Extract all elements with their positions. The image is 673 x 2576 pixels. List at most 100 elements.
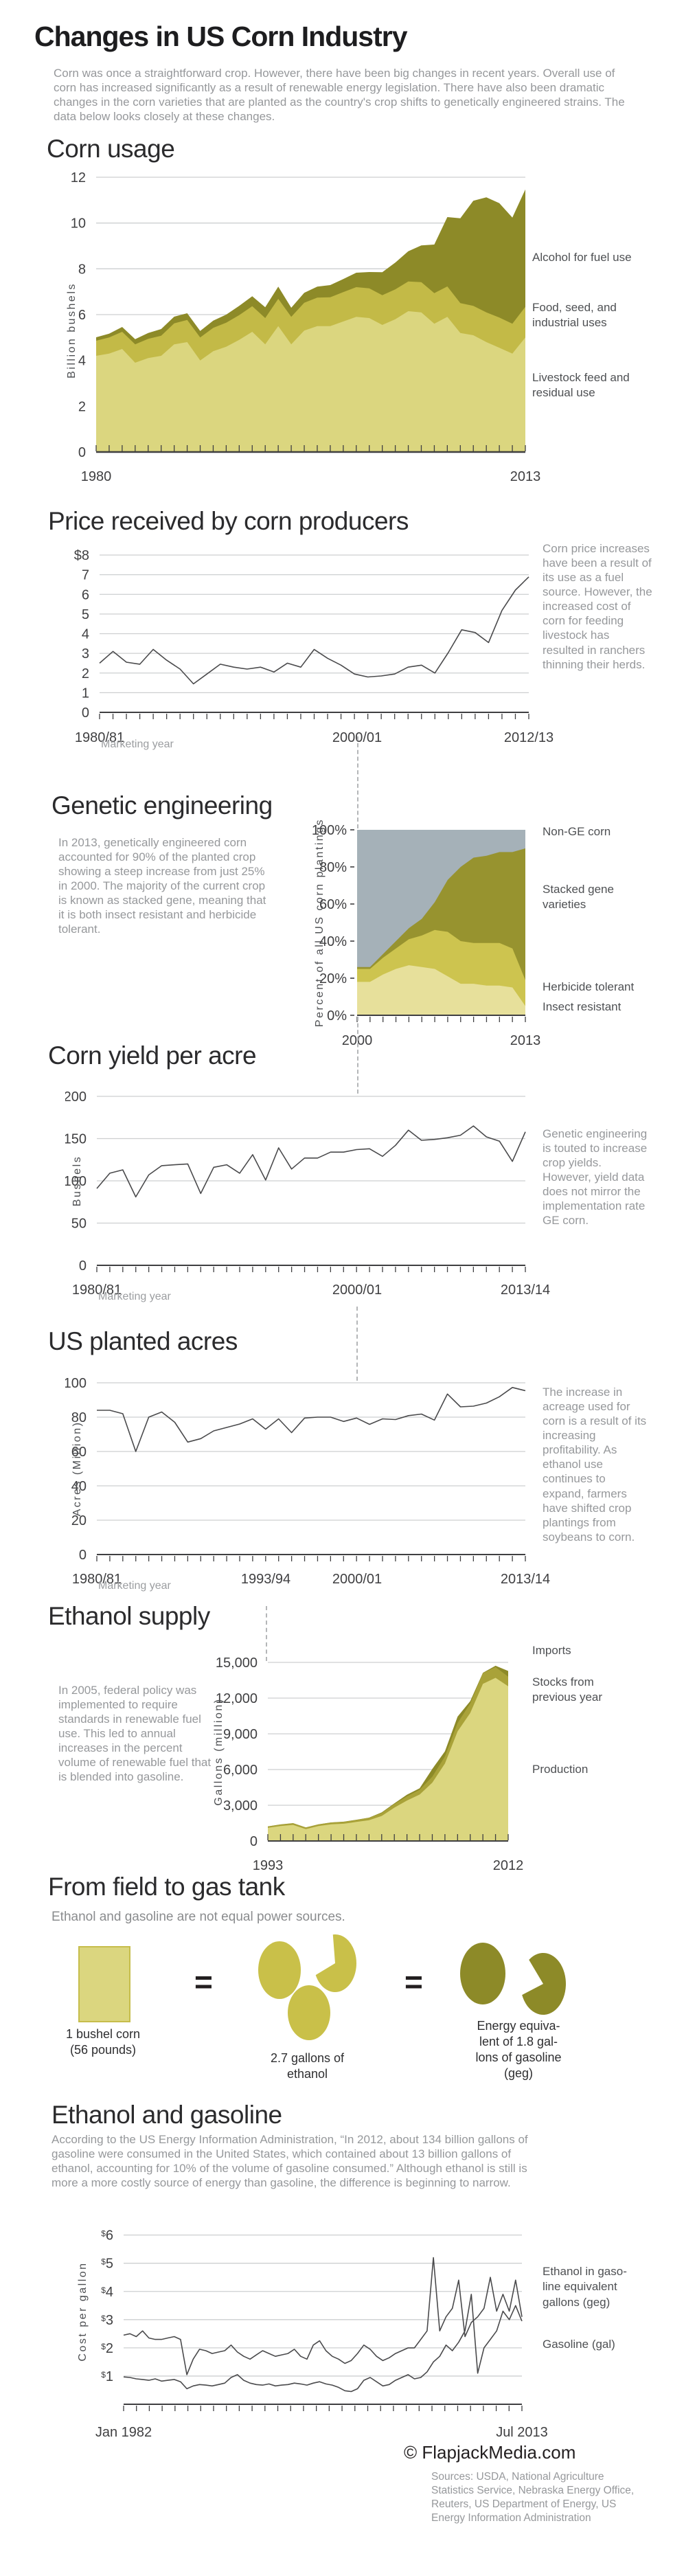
equals-sign-1: =: [194, 1964, 213, 2000]
legend-insect-resistant: Insect resistant: [543, 1000, 621, 1013]
svg-text:3: 3: [82, 646, 89, 662]
svg-text:60: 60: [71, 1445, 87, 1460]
sources: Sources: USDA, National Agriculture Stat…: [431, 2471, 635, 2524]
svg-text:Percent of all US corn plantin: Percent of all US corn plantings: [314, 818, 326, 1027]
svg-text:0: 0: [79, 1548, 87, 1563]
svg-text:40: 40: [71, 1479, 87, 1494]
acres-chart: 0 20 40 60 80 100 1980/81 1993/94 2000/01 2013/14…: [65, 1353, 673, 1607]
svg-text:Marketing year: Marketing year: [101, 738, 174, 750]
svg-text:2013/14: 2013/14: [501, 1283, 550, 1298]
svg-text:2: 2: [78, 399, 86, 414]
svg-text:80: 80: [71, 1410, 87, 1425]
svg-text:15,000: 15,000: [216, 1656, 258, 1671]
svg-text:5: 5: [82, 607, 89, 622]
svg-text:1980/81: 1980/81: [72, 1283, 122, 1298]
svg-text:2000/01: 2000/01: [332, 1283, 382, 1298]
gasoline-equivalent-label: Energy equiva- lent of 1.8 gal- lons of …: [475, 2019, 562, 2081]
svg-text:12: 12: [71, 170, 86, 185]
page-title: Changes in US Corn Industry: [34, 21, 407, 52]
cost-chart: $1 $2 $3 $4 $5 $6 Jan 1982 Jul 2013 Cost per gal…: [65, 2188, 673, 2449]
dashed-connector-2000-acres: [356, 1307, 358, 1381]
svg-text:Bushels: Bushels: [71, 1155, 83, 1206]
legend-production: Production: [532, 1763, 589, 1776]
svg-text:Marketing year: Marketing year: [98, 1580, 171, 1592]
svg-text:Gallons (million): Gallons (million): [213, 1697, 225, 1805]
svg-text:2: 2: [82, 666, 89, 681]
svg-text:Marketing year: Marketing year: [98, 1291, 171, 1302]
svg-text:7: 7: [82, 568, 89, 583]
svg-text:10: 10: [71, 216, 86, 231]
dashed-connector-1993: [266, 1606, 267, 1661]
svg-text:Jul 2013: Jul 2013: [496, 2425, 548, 2440]
svg-text:1980/81: 1980/81: [75, 730, 124, 745]
section-heading-ethanol: Ethanol supply: [48, 1602, 210, 1630]
svg-text:100: 100: [65, 1174, 87, 1189]
section-heading-acres: US planted acres: [48, 1327, 238, 1355]
svg-text:8: 8: [78, 262, 86, 277]
gas-note: According to the US Energy Information A…: [52, 2133, 528, 2190]
svg-text:12,000: 12,000: [216, 1691, 258, 1706]
ethanol-supply-chart: 0 3,000 6,000 9,000 12,000 15,000 1993 2012 Gall…: [203, 1638, 673, 1875]
svg-text:2013: 2013: [510, 469, 541, 484]
svg-text:Acres (Million): Acres (Million): [71, 1421, 83, 1517]
svg-text:6: 6: [82, 587, 89, 602]
acres-note: The increase in acreage used for corn is…: [543, 1386, 647, 1544]
svg-text:1993: 1993: [253, 1858, 284, 1873]
yield-chart: 0 50 100 150 200 1980/81 2000/01 2013/14 Marketi…: [65, 1084, 673, 1314]
svg-text:4: 4: [82, 627, 89, 642]
dashed-connector-2000-bottom: [357, 1017, 358, 1094]
svg-text:40%: 40%: [319, 934, 347, 949]
svg-text:60%: 60%: [319, 897, 347, 912]
svg-text:50: 50: [71, 1217, 87, 1232]
equals-sign-2: =: [404, 1964, 423, 2000]
svg-text:$8: $8: [74, 548, 89, 563]
yield-note: Genetic engineering is touted to increas…: [543, 1127, 648, 1228]
ge-chart: 0% 20% 40% 60% 80% 100% 2000 2013 Percent of all…: [302, 811, 673, 1048]
svg-text:$2: $2: [101, 2341, 113, 2356]
svg-text:1980: 1980: [81, 469, 112, 484]
price-note: Corn price increases have been a result …: [543, 542, 652, 671]
gasoline-drops-icon: [450, 1934, 573, 2023]
section-heading-yield: Corn yield per acre: [48, 1041, 257, 1070]
bushel-label: 1 bushel corn (56 pounds): [65, 2027, 141, 2057]
svg-text:1993/94: 1993/94: [241, 1572, 290, 1587]
svg-text:80%: 80%: [319, 860, 347, 875]
ethanol-drops-icon: [247, 1927, 371, 2050]
svg-text:2013: 2013: [510, 1033, 541, 1048]
svg-text:0: 0: [250, 1834, 258, 1849]
svg-text:$3: $3: [101, 2313, 113, 2328]
svg-text:Jan 1982: Jan 1982: [95, 2425, 152, 2440]
corn-usage-chart: 0 2 4 6 8 10 12 1980 2013 Billion bushels: [65, 169, 673, 485]
svg-text:1980/81: 1980/81: [72, 1572, 122, 1587]
svg-text:Cost per gallon: Cost per gallon: [77, 2261, 89, 2361]
svg-text:200: 200: [65, 1089, 87, 1105]
legend-stocks: Stocks from previous year: [532, 1675, 603, 1704]
legend-food-seed-industrial: Food, seed, and industrial uses: [532, 301, 617, 330]
svg-text:0: 0: [82, 705, 89, 721]
svg-text:0: 0: [79, 1258, 87, 1274]
legend-non-ge: Non-GE corn: [543, 825, 611, 838]
legend-gasoline: Gasoline (gal): [543, 2338, 615, 2351]
section-heading-gas: Ethanol and gasoline: [52, 2101, 282, 2129]
svg-text:2013/14: 2013/14: [501, 1572, 550, 1587]
legend-herbicide-tolerant: Herbicide tolerant: [543, 980, 635, 993]
intro-text: Corn was once a straightforward crop. Ho…: [54, 67, 625, 124]
legend-ethanol-geg: Ethanol in gaso- line equivalent gallons…: [543, 2265, 627, 2309]
dashed-connector-2000-top: [357, 736, 358, 828]
legend-livestock-feed: Livestock feed and residual use: [532, 371, 630, 400]
svg-text:100: 100: [65, 1376, 87, 1391]
ethanol-note: In 2005, federal policy was implemented …: [58, 1684, 212, 1784]
legend-imports: Imports: [532, 1644, 571, 1657]
field-subtitle: Ethanol and gasoline are not equal power…: [52, 1910, 345, 1924]
legend-alcohol-fuel: Alcohol for fuel use: [532, 251, 632, 264]
credit: © FlapjackMedia.com: [404, 2442, 576, 2463]
legend-stacked-gene: Stacked gene varieties: [543, 883, 614, 912]
svg-text:2000/01: 2000/01: [332, 1572, 382, 1587]
svg-text:100%: 100%: [312, 823, 347, 838]
svg-text:0%: 0%: [327, 1008, 347, 1024]
section-heading-field: From field to gas tank: [48, 1873, 285, 1901]
svg-text:9,000: 9,000: [223, 1727, 258, 1742]
svg-text:3,000: 3,000: [223, 1798, 258, 1814]
section-heading-price: Price received by corn producers: [48, 507, 409, 535]
